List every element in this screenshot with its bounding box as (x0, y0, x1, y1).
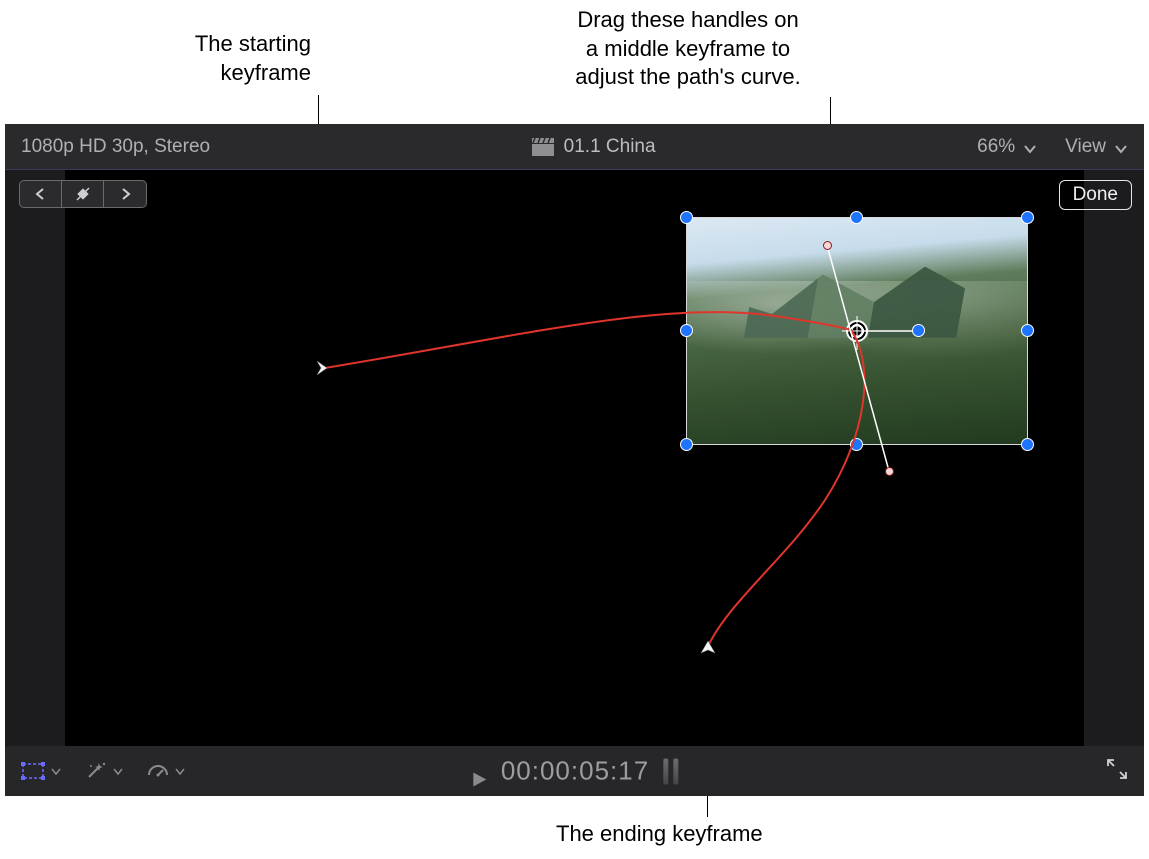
motion-path[interactable] (325, 312, 864, 648)
callout-bezier-handles: Drag these handles on a middle keyframe … (518, 6, 858, 92)
bezier-handle-bottom[interactable] (885, 467, 894, 476)
viewer-top-bar: 1080p HD 30p, Stereo 01.1 China 66% (5, 124, 1144, 170)
view-menu-label: View (1065, 136, 1106, 158)
zoom-percentage: 66% (977, 136, 1015, 158)
timecode-value: 00:00:05:17 (501, 756, 649, 787)
callout-line-1: Drag these handles on (577, 7, 798, 32)
callout-line-2: a middle keyframe to (586, 36, 790, 61)
clip-title-text: 01.1 China (564, 136, 656, 158)
viewer-bottom-bar: 00:00:05:17 (5, 746, 1144, 796)
clip-title-group: 01.1 China (532, 136, 656, 158)
callout-line-3: adjust the path's curve. (575, 64, 801, 89)
zoom-menu[interactable]: 66% (977, 136, 1037, 158)
clapperboard-icon (532, 138, 554, 156)
format-info-label: 1080p HD 30p, Stereo (21, 136, 210, 158)
viewer-window: 1080p HD 30p, Stereo 01.1 China 66% (5, 124, 1144, 796)
callout-start-keyframe: The starting keyframe (106, 30, 311, 87)
motion-path-overlay (5, 170, 1144, 746)
callout-end-keyframe: The ending keyframe (556, 820, 806, 849)
transform-tool-menu[interactable] (21, 761, 61, 781)
end-keyframe-marker[interactable] (698, 638, 718, 663)
retime-tool-menu[interactable] (147, 761, 185, 781)
bezier-handle-top[interactable] (823, 241, 832, 250)
view-menu[interactable]: View (1065, 136, 1128, 158)
start-keyframe-marker[interactable] (313, 358, 333, 383)
chevron-down-icon (1114, 140, 1128, 154)
bezier-tangent-line[interactable] (827, 245, 889, 471)
anchor-extend-handle[interactable] (912, 324, 925, 337)
play-icon (471, 763, 487, 779)
enhance-tool-menu[interactable] (85, 761, 123, 781)
fullscreen-button[interactable] (1106, 758, 1128, 785)
viewer-canvas[interactable]: Done (5, 170, 1144, 746)
chevron-down-icon (1023, 140, 1037, 154)
audio-meter-icon (663, 758, 678, 784)
timecode-display[interactable]: 00:00:05:17 (471, 756, 678, 787)
